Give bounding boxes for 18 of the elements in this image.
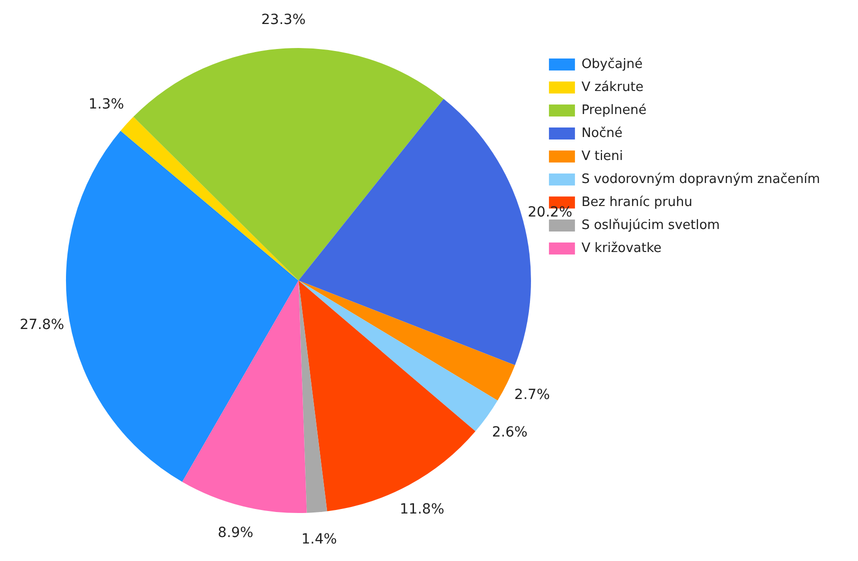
data-label: 11.8% (400, 501, 444, 518)
legend-label: S vodorovným dopravným značením (581, 172, 820, 187)
data-label: 1.4% (301, 532, 337, 548)
data-label: 20.2% (528, 204, 572, 221)
data-label: 23.3% (261, 12, 306, 28)
legend-label: S oslňujúcim svetlom (581, 218, 720, 233)
legend-label: V tieni (581, 148, 624, 164)
data-label: 2.7% (514, 387, 550, 404)
data-label: 1.3% (88, 96, 124, 112)
data-label: 8.9% (218, 524, 254, 541)
legend-label: V križovatke (581, 240, 662, 256)
data-label: 2.6% (492, 424, 528, 440)
legend-label: Nočné (581, 126, 623, 141)
legend-label: Bez hraníc pruhu (581, 194, 692, 210)
legend-label: V zákrute (581, 80, 644, 95)
legend-label: Obyčajné (581, 56, 643, 72)
legend-label: Preplnené (581, 102, 646, 118)
data-label: 27.8% (20, 317, 64, 334)
